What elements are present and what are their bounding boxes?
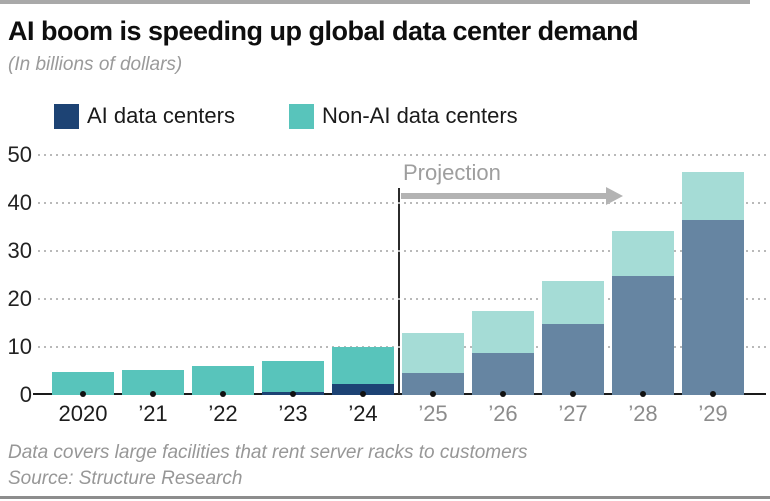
bottom-divider-bar [0,496,770,499]
bar-2027-non-ai-segment [542,280,604,325]
x-tick-2023 [290,391,296,397]
chart-subtitle: (In billions of dollars) [8,54,183,75]
x-tick-2026 [500,391,506,397]
bar-2026-non-ai-segment [472,311,534,353]
projection-divider-line [398,188,400,394]
x-tick-2020 [80,391,86,397]
bar-2020-non-ai-segment [52,371,114,395]
gridline-40 [38,202,770,204]
bar-2022-non-ai-segment [192,365,254,395]
projection-arrow-head [606,187,623,205]
bar-2029-ai-segment [682,219,744,395]
x-tick-2027 [570,391,576,397]
x-tick-2029 [710,391,716,397]
x-axis-label-2026: ’26 [488,401,518,426]
footnote-source: Source: Structure Research [8,468,243,489]
y-axis-label-20: 20 [7,286,32,311]
x-axis-label-2028: ’28 [628,401,658,426]
projection-annotation: Projection [403,160,501,185]
legend-item-non-ai: Non-AI data centers [288,103,518,129]
bar-2029-non-ai-segment [682,171,744,220]
x-axis-line [33,393,766,395]
bar-2028-non-ai-segment [612,230,674,276]
non-ai-color-swatch [288,103,314,129]
x-axis-label-2029: ’29 [698,401,728,426]
top-divider-bar [0,0,750,4]
x-tick-2024 [360,391,366,397]
x-tick-2028 [640,391,646,397]
chart-title: AI boom is speeding up global data cente… [8,16,639,46]
bar-2024-ai-segment [332,384,394,395]
x-axis-label-2023: ’23 [278,401,308,426]
gridline-30 [38,250,770,252]
legend: AI data centers Non-AI data centers [54,103,558,129]
footnote-note: Data covers large facilities that rent s… [8,442,528,463]
x-axis-label-2022: ’22 [208,401,238,426]
bar-2026-ai-segment [472,352,534,395]
y-axis-label-30: 30 [7,238,32,263]
x-axis-label-2021: ’21 [138,401,168,426]
legend-label-non-ai: Non-AI data centers [321,103,518,128]
gridline-20 [38,298,770,300]
y-axis-label-0: 0 [19,382,32,407]
bar-2025-ai-segment [402,372,464,395]
y-axis-label-10: 10 [7,334,32,359]
bar-2028-ai-segment [612,275,674,395]
projection-arrow [401,193,606,199]
bar-2027-ai-segment [542,324,604,395]
bar-2021-non-ai-segment [122,369,184,395]
x-axis-label-2025: ’25 [418,401,448,426]
x-tick-2021 [150,391,156,397]
x-axis-label-2020: 2020 [58,401,108,426]
x-axis-label-2027: ’27 [558,401,588,426]
legend-item-ai: AI data centers [54,103,235,129]
legend-label-ai: AI data centers [87,103,235,128]
bar-2023-non-ai-segment [262,361,324,392]
bar-2024-non-ai-segment [332,347,394,385]
x-tick-2025 [430,391,436,397]
ai-color-swatch [54,103,79,129]
x-axis-label-2024: ’24 [348,401,378,426]
bar-2025-non-ai-segment [402,332,464,373]
gridline-50 [38,154,770,156]
x-tick-2022 [220,391,226,397]
y-axis-label-50: 50 [7,142,32,167]
y-axis-label-40: 40 [7,190,32,215]
